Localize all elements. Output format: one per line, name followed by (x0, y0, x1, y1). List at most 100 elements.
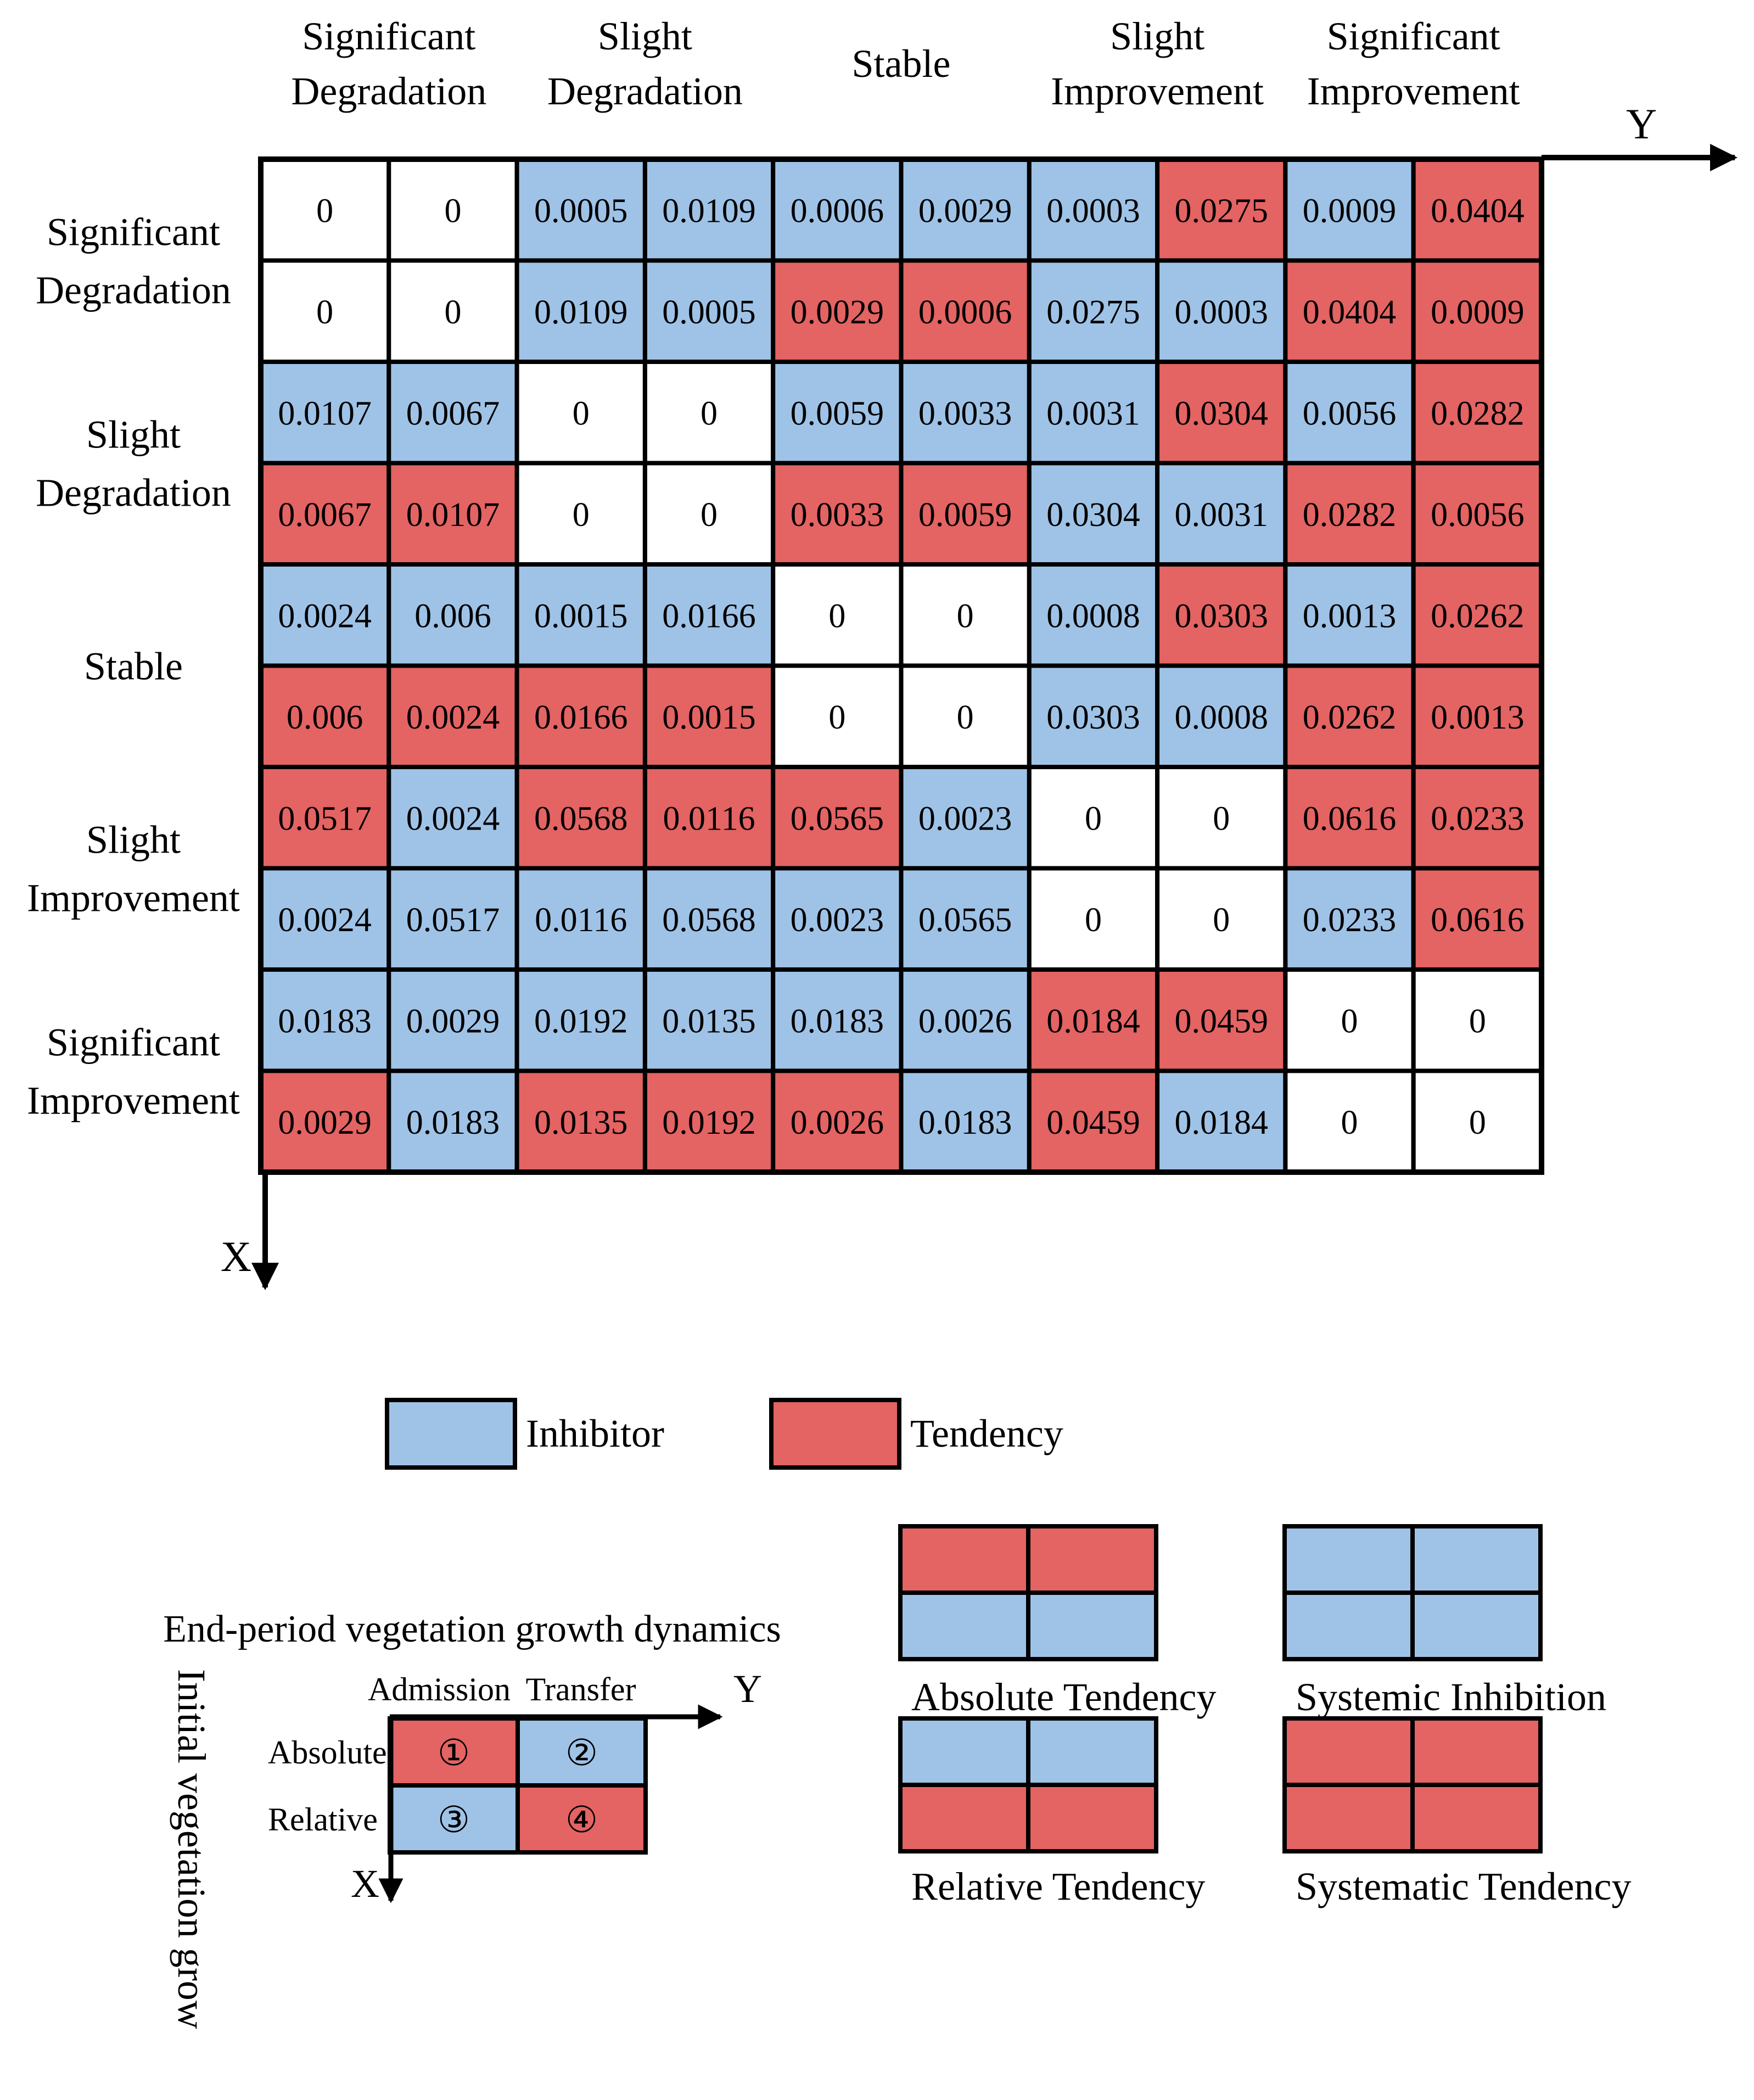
row-category-label: Degradation (36, 268, 231, 312)
matrix-border (258, 156, 1544, 1175)
column-category-label: Slight (598, 14, 692, 58)
matrix-cell-value: 0.0262 (1431, 597, 1525, 635)
matrix-cell (1283, 1068, 1416, 1174)
matrix-cell-value: 0 (1469, 1003, 1486, 1040)
row-category-label: Significant (47, 210, 220, 254)
matrix-cell-value: 0.0059 (791, 395, 884, 432)
matrix-cell-value: 0.0005 (534, 192, 628, 229)
matrix-cell (1027, 1068, 1160, 1174)
matrix-cell (386, 866, 519, 972)
matrix-cell-value: 0.0517 (406, 901, 500, 939)
matrix-cell-value: 0.0459 (1046, 1104, 1140, 1141)
matrix-cell (771, 1068, 904, 1174)
matrix-cell-value: 0 (1213, 800, 1230, 837)
matrix-cell (1411, 157, 1544, 263)
matrix-cell (899, 663, 1032, 769)
matrix-cell (1027, 866, 1160, 972)
matrix-cell-value: 0.0459 (1175, 1003, 1269, 1040)
matrix-cell-value: 0.0304 (1175, 395, 1269, 432)
matrix-cell-value: 0.0029 (791, 294, 884, 331)
matrix-cell (771, 562, 904, 668)
matrix-cell-value: 0.0033 (918, 395, 1012, 432)
matrix-cell-value: 0.0009 (1303, 192, 1397, 229)
matrix-cell (386, 258, 519, 364)
x-axis-label: X (221, 1233, 251, 1280)
matrix-cell-value: 0.0056 (1303, 395, 1397, 432)
matrix-cell-value: 0 (828, 699, 845, 736)
matrix-cell (1411, 562, 1544, 668)
matrix-cell-value: 0.0282 (1431, 395, 1525, 432)
explanation-cell-symbol: ① (438, 1733, 470, 1773)
matrix-cell-value: 0.0183 (791, 1003, 884, 1040)
matrix-cell-value: 0.0107 (406, 496, 500, 534)
matrix-cell-value: 0.0565 (791, 800, 884, 837)
matrix-cell-value: 0.0015 (662, 699, 756, 736)
matrix-cell-value: 0.006 (287, 699, 363, 736)
matrix-cell-value: 0.0616 (1431, 901, 1525, 939)
explanation-row-header: Relative (268, 1801, 378, 1838)
matrix-cell-value: 0.0024 (278, 901, 372, 939)
matrix-cell-value: 0.0059 (918, 496, 1012, 534)
matrix-cell (1283, 562, 1416, 668)
matrix-cell-value: 0.0026 (791, 1104, 884, 1141)
column-category-label: Degradation (547, 69, 743, 113)
pattern-cell (1026, 1783, 1158, 1853)
column-category-label: Improvement (1051, 69, 1264, 113)
matrix-cell-value: 0.0192 (662, 1104, 756, 1141)
matrix-cell (1283, 360, 1416, 466)
matrix-cell (1283, 967, 1416, 1073)
pattern-cell (1282, 1591, 1415, 1661)
matrix-cell-value: 0.0233 (1431, 800, 1525, 837)
matrix-cell (899, 157, 1032, 263)
pattern-cell (1410, 1783, 1543, 1853)
matrix-cell-value: 0.0304 (1046, 496, 1140, 534)
matrix-cell-value: 0.0023 (791, 901, 884, 939)
pattern-cell (1410, 1591, 1543, 1661)
explanation-col-header: Admission (368, 1671, 511, 1707)
matrix-cell (386, 360, 519, 466)
matrix-cell-value: 0 (701, 496, 718, 534)
matrix-cell (899, 765, 1032, 871)
matrix-cell (899, 258, 1032, 364)
matrix-cell (771, 866, 904, 972)
pattern-cell (1026, 1716, 1158, 1787)
matrix-cell (514, 866, 647, 972)
matrix-cell-value: 0.0404 (1303, 294, 1397, 331)
matrix-cell-value: 0.0135 (662, 1003, 756, 1040)
matrix-cell (514, 663, 647, 769)
matrix-cell (1283, 866, 1416, 972)
matrix-cell (1155, 967, 1288, 1073)
matrix-cell-value: 0.0568 (662, 901, 756, 939)
pattern-label: Systemic Inhibition (1296, 1675, 1606, 1719)
matrix-cell-value: 0.0029 (278, 1104, 372, 1141)
matrix-cell-value: 0.0282 (1303, 496, 1397, 534)
matrix-cell-value: 0 (1469, 1104, 1486, 1141)
matrix-cell (642, 663, 776, 769)
pattern-cell (898, 1591, 1030, 1661)
matrix-cell-value: 0.0008 (1175, 699, 1269, 736)
matrix-cell (899, 562, 1032, 668)
matrix-cell-value: 0.0565 (918, 901, 1012, 939)
row-category-label: Improvement (27, 1079, 240, 1123)
row-category-label: Improvement (27, 876, 240, 920)
explanation-cell-symbol: ③ (438, 1800, 470, 1840)
matrix-cell (899, 461, 1032, 567)
row-category-label: Slight (86, 413, 181, 457)
matrix-cell-value: 0.0026 (918, 1003, 1012, 1040)
matrix-cell-value: 0.0009 (1431, 294, 1525, 331)
pattern-cell (898, 1783, 1030, 1853)
matrix-cell-value: 0.0033 (791, 496, 884, 534)
pattern-cell (1026, 1524, 1158, 1595)
matrix-cell-value: 0.0024 (406, 800, 500, 837)
matrix-cell-value: 0.0031 (1046, 395, 1140, 432)
explanation-cell (515, 1783, 648, 1855)
matrix-cell-value: 0.0029 (406, 1003, 500, 1040)
matrix-cell-value: 0.0116 (663, 800, 755, 837)
matrix-cell-value: 0 (573, 496, 590, 534)
matrix-cell-value: 0.0275 (1175, 192, 1269, 229)
matrix-cell-value: 0.0166 (662, 597, 756, 635)
matrix-cell-value: 0 (316, 192, 333, 229)
matrix-cell-value: 0.0109 (534, 294, 628, 331)
matrix-cell (642, 258, 776, 364)
matrix-cell (899, 1068, 1032, 1174)
